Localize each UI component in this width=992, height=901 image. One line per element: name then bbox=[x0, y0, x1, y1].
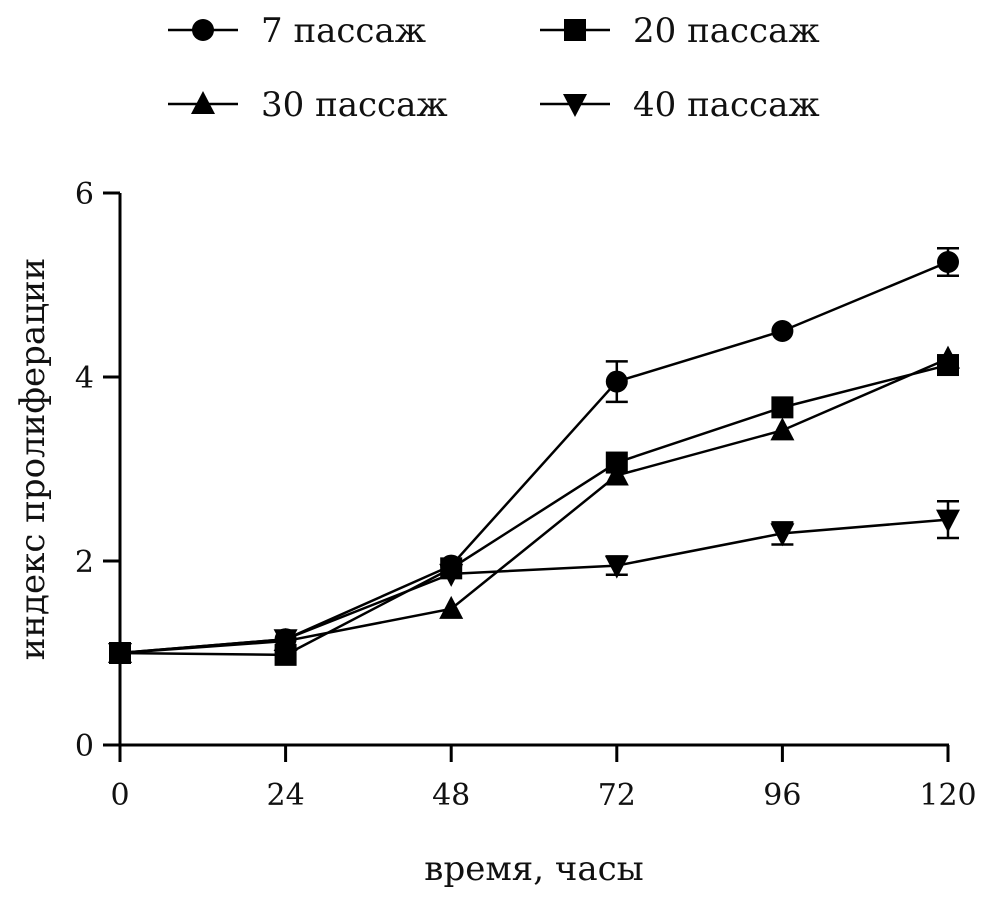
series-square bbox=[109, 354, 959, 666]
data-point bbox=[604, 462, 629, 486]
y-tick-label: 6 bbox=[75, 177, 94, 212]
legend-marker bbox=[191, 91, 215, 114]
series-line bbox=[119, 357, 949, 655]
legend-marker bbox=[563, 94, 587, 117]
data-point bbox=[771, 320, 794, 342]
series-circle bbox=[109, 246, 959, 664]
data-point bbox=[770, 417, 795, 441]
legend-marker bbox=[564, 19, 586, 41]
x-tick-label: 96 bbox=[763, 778, 801, 813]
y-tick-label: 2 bbox=[75, 545, 94, 580]
legend-item: 7 пассаж bbox=[168, 11, 426, 51]
data-point bbox=[273, 629, 298, 653]
legend-label: 30 пассаж bbox=[261, 85, 448, 125]
x-tick-label: 24 bbox=[267, 778, 305, 813]
data-point bbox=[439, 595, 464, 619]
x-ticks: 0 24 48 72 96 120 bbox=[110, 745, 977, 813]
data-point bbox=[108, 643, 132, 666]
x-axis-title: время, часы bbox=[424, 849, 643, 889]
legend-marker bbox=[192, 19, 214, 41]
x-tick-label: 48 bbox=[432, 778, 470, 813]
data-point bbox=[936, 509, 960, 533]
legend-item: 30 пассаж bbox=[168, 85, 448, 125]
data-point bbox=[439, 563, 464, 587]
axes bbox=[118, 193, 949, 747]
series-triangle-up bbox=[108, 345, 960, 663]
x-tick-label: 0 bbox=[110, 778, 129, 813]
x-tick-label: 120 bbox=[919, 778, 976, 813]
x-tick-label: 72 bbox=[598, 778, 636, 813]
data-point bbox=[771, 396, 794, 419]
series-triangle-down bbox=[108, 499, 960, 666]
data-point bbox=[604, 555, 629, 579]
y-ticks: 0 2 4 6 bbox=[75, 177, 120, 764]
legend: 7 пассаж 20 пассаж 30 пассаж 40 пассаж bbox=[168, 11, 820, 125]
legend-label: 20 пассаж bbox=[633, 11, 820, 51]
data-point bbox=[937, 251, 959, 273]
data-point bbox=[936, 345, 960, 369]
legend-label: 40 пассаж bbox=[633, 85, 820, 125]
plot-area bbox=[108, 246, 960, 666]
data-point bbox=[770, 523, 795, 547]
legend-item: 20 пассаж bbox=[540, 11, 820, 51]
data-point bbox=[605, 370, 628, 393]
legend-item: 40 пассаж bbox=[540, 85, 820, 125]
y-tick-label: 4 bbox=[75, 361, 94, 396]
y-tick-label: 0 bbox=[75, 729, 94, 764]
series-line bbox=[119, 518, 949, 655]
series-line bbox=[119, 260, 949, 655]
y-axis-title: индекс пролиферации bbox=[13, 258, 53, 661]
series-line bbox=[119, 363, 949, 657]
legend-label: 7 пассаж bbox=[261, 11, 426, 51]
